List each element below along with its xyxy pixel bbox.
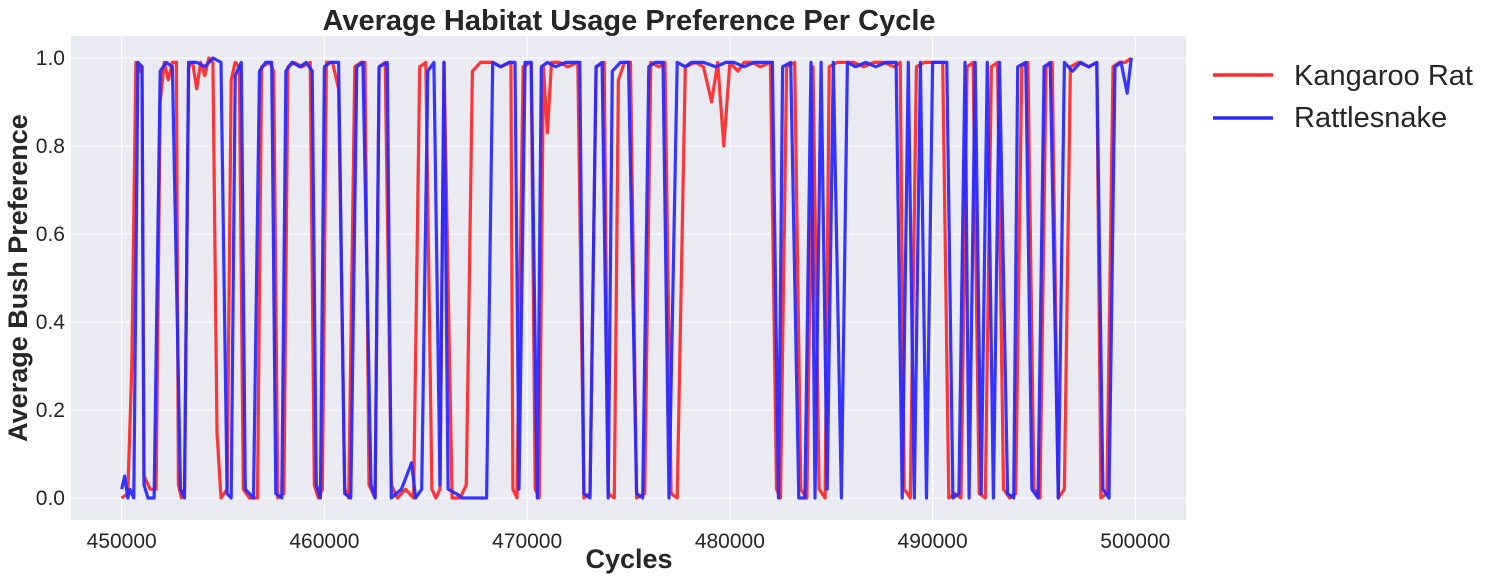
series-line-kangaroo-rat [120,56,1133,500]
x-tick-label: 450000 [87,530,157,553]
y-tick-label: 0.8 [36,135,65,158]
x-tick-label: 480000 [695,530,765,553]
y-tick-label: 0.6 [36,223,65,246]
y-tick-label: 0.2 [36,399,65,422]
y-tick-label: 0.4 [36,311,66,334]
y-axis-label: Average Bush Preference [3,114,33,442]
x-axis-label: Cycles [585,544,672,574]
x-tick-label: 470000 [492,530,562,553]
y-tick-label: 0.0 [36,487,65,510]
x-tick-label: 490000 [898,530,968,553]
legend: Kangaroo Rat Rattlesnake [1213,60,1473,134]
chart-title: Average Habitat Usage Preference Per Cyc… [322,5,935,37]
x-axis-ticks: 450000 460000 470000 480000 490000 500000 [87,530,1171,553]
y-tick-label: 1.0 [36,47,65,70]
y-axis-ticks: 0.0 0.2 0.4 0.6 0.8 1.0 [36,47,66,510]
x-tick-label: 500000 [1100,530,1170,553]
series-line-rattlesnake [120,56,1133,500]
x-tick-label: 460000 [289,530,359,553]
legend-label-kangaroo-rat: Kangaroo Rat [1294,60,1473,92]
series-group [120,56,1133,500]
legend-label-rattlesnake: Rattlesnake [1294,102,1447,134]
